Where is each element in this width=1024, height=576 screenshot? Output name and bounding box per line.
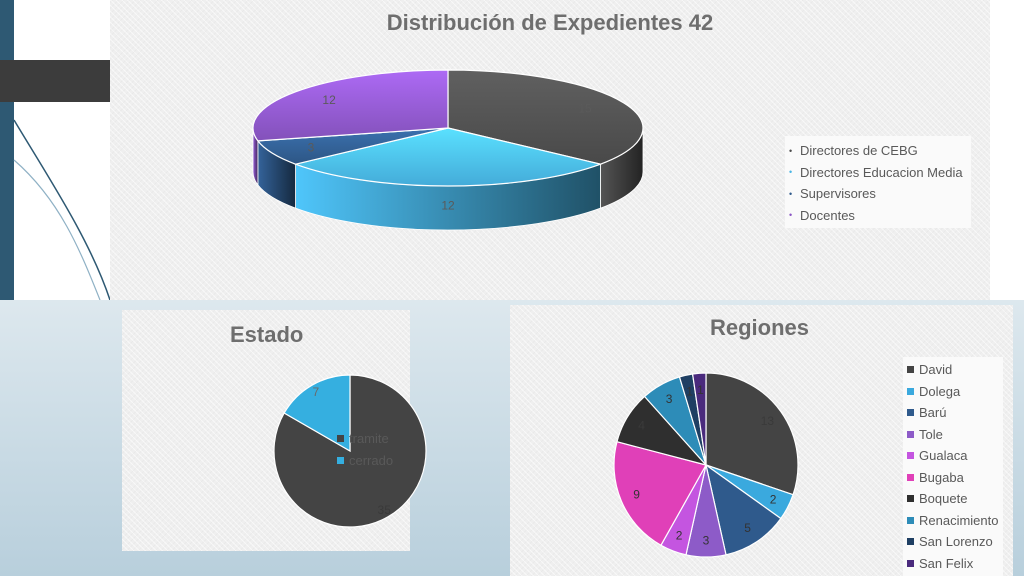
pie-slice-bar- (705, 463, 782, 556)
pie-slice-david (705, 372, 799, 496)
data-label: 3 (666, 392, 673, 406)
legend-item: tramite (337, 428, 393, 450)
pie-slice-directores-de-cebg (447, 69, 644, 165)
legend-estado: tramite cerrado (337, 428, 393, 471)
data-label: 3 (308, 141, 315, 155)
legend-bullet: • (789, 210, 793, 221)
pie-slice-directores-educacion-media (293, 127, 603, 187)
chart-title: Regiones (710, 315, 810, 340)
legend-item: Gualaca (907, 445, 999, 467)
legend-item: Renacimiento (907, 510, 999, 532)
legend-label: Gualaca (919, 448, 968, 464)
legend-label: tramite (349, 431, 389, 447)
data-label: 4 (638, 419, 645, 433)
legend-label: Barú (919, 405, 947, 421)
data-label: 15 (578, 101, 592, 115)
legend-swatch (907, 452, 914, 460)
legend-bullet: • (789, 145, 793, 156)
chart-panel-expedientes: Distribución de Expedientes 42 15 12 3 12 •… (110, 0, 990, 300)
legend-item: cerrado (337, 450, 393, 472)
legend-label: Supervisores (800, 186, 876, 202)
legend-label: cerrado (349, 452, 394, 468)
slide-dark-accent-block (0, 60, 110, 102)
data-label: 3 (703, 533, 710, 547)
data-label: 7 (312, 385, 319, 399)
legend-item: San Lorenzo (907, 531, 999, 553)
legend-item: San Felix (907, 553, 999, 575)
pie-3d-expedientes: 15 12 3 12 (252, 69, 644, 231)
pie-estado: 35 7 (273, 374, 427, 528)
legend-item: • Directores de CEBG (789, 140, 963, 162)
legend-bullet: • (789, 167, 793, 178)
pie-slice-cerrado (283, 374, 351, 453)
pie-slice-docentes (252, 69, 449, 142)
legend-swatch (907, 430, 914, 438)
legend-label: David (919, 362, 953, 378)
legend-swatch (907, 473, 914, 481)
data-label: 35 (378, 503, 392, 517)
chart-title: Estado (230, 322, 304, 347)
chart-title: Distribución de Expedientes 42 (386, 10, 714, 35)
legend-label: Directores Educacion Media (800, 164, 963, 180)
data-label: 9 (633, 488, 640, 502)
data-label: 12 (322, 93, 336, 107)
legend-swatch (337, 435, 344, 443)
legend-label: Bugaba (919, 469, 964, 485)
legend-item: • Directores Educacion Media (789, 162, 963, 184)
legend-label: San Lorenzo (919, 534, 993, 550)
legend-item: Barú (907, 402, 999, 424)
legend-item: David (907, 359, 999, 381)
legend-swatch (907, 516, 914, 524)
legend-swatch (907, 409, 914, 417)
legend-expedientes: • Directores de CEBG • Directores Educacio… (785, 136, 971, 228)
legend-item: • Supervisores (789, 183, 963, 205)
data-label: 12 (441, 198, 455, 212)
legend-label: Tole (919, 426, 943, 442)
legend-item: Tole (907, 424, 999, 446)
legend-label: Directores de CEBG (800, 143, 918, 159)
chart-panel-regiones: Regiones 13 2 5 3 2 9 4 3 1 1 David Dolega Barú T… (510, 305, 1013, 576)
legend-regiones: David Dolega Barú Tole Gualaca Bugaba Bo… (903, 357, 1003, 576)
legend-swatch (907, 559, 914, 567)
legend-item: Bugaba (907, 467, 999, 489)
legend-swatch (337, 456, 344, 464)
chart-panel-estado: Estado 35 7 tramite cerrado (122, 310, 427, 551)
legend-swatch (907, 387, 914, 395)
legend-bullet: • (789, 188, 793, 199)
legend-swatch (907, 538, 914, 546)
decorative-curve (13, 119, 111, 301)
legend-label: Boquete (919, 491, 968, 507)
data-label: 5 (744, 521, 751, 535)
legend-label: San Felix (919, 555, 974, 571)
pie-slice-bugaba (613, 440, 707, 547)
data-label: 1 (686, 384, 693, 398)
legend-swatch (907, 366, 914, 374)
legend-item: Boquete (907, 488, 999, 510)
legend-swatch (907, 495, 914, 503)
legend-item: • Docentes (789, 205, 963, 227)
decorative-curve (13, 159, 101, 301)
data-label: 13 (761, 414, 775, 428)
pie-slice-san-felix (691, 372, 707, 466)
data-label: 1 (697, 383, 704, 397)
data-label: 2 (676, 529, 683, 543)
data-label: 2 (770, 493, 777, 507)
legend-item: Dolega (907, 381, 999, 403)
legend-label: Dolega (919, 383, 961, 399)
legend-label: Docentes (800, 207, 855, 223)
legend-label: Renacimiento (919, 512, 999, 528)
